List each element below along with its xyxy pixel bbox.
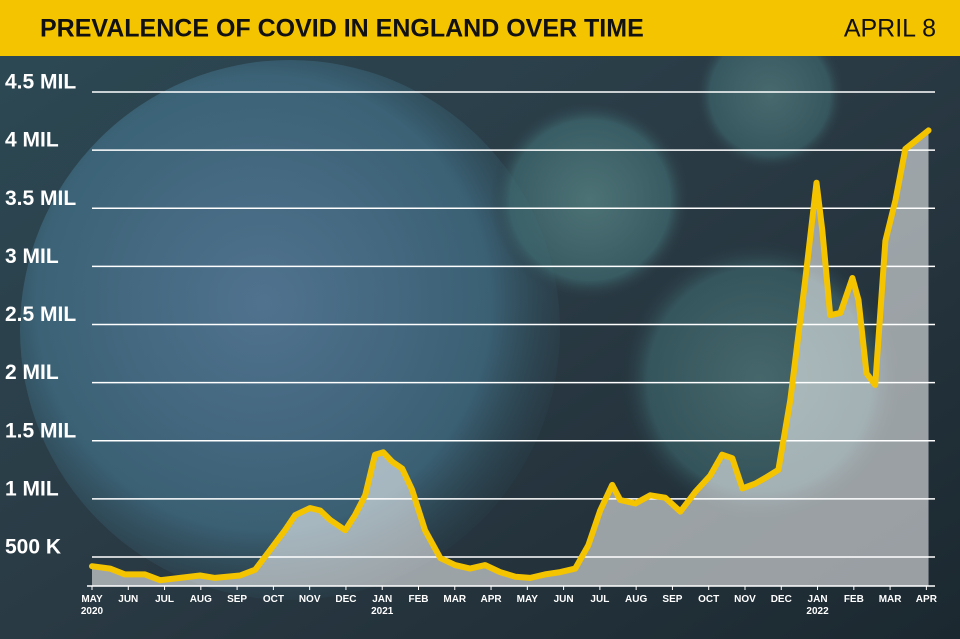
x-tick-label: MAY 2020 bbox=[81, 594, 104, 617]
y-tick-label: 2.5 MIL bbox=[5, 303, 76, 326]
x-tick-label: SEP bbox=[227, 594, 247, 605]
y-tick-label: 4 MIL bbox=[5, 129, 59, 152]
x-tick-label: JUL bbox=[590, 594, 609, 605]
area bbox=[92, 130, 929, 586]
x-tick-label: APR bbox=[916, 594, 938, 605]
y-tick-label: 500 K bbox=[5, 535, 61, 558]
line bbox=[89, 127, 932, 584]
y-tick-label: 3 MIL bbox=[5, 245, 59, 268]
x-tick-label: OCT bbox=[698, 594, 719, 605]
x-tick-label: SEP bbox=[662, 594, 682, 605]
chart-date: APRIL 8 bbox=[844, 15, 936, 43]
virus-image bbox=[490, 100, 690, 300]
virus-image bbox=[20, 60, 560, 600]
x-tick-label: FEB bbox=[844, 594, 864, 605]
x-tick-label: JUN bbox=[554, 594, 574, 605]
y-tick-label: 3.5 MIL bbox=[5, 187, 76, 210]
x-tick-label: NOV bbox=[299, 594, 321, 605]
x-tick-label: NOV bbox=[734, 594, 756, 605]
x-tick-label: JUL bbox=[155, 594, 174, 605]
x-tick-label: DEC bbox=[771, 594, 792, 605]
y-tick-label: 2 MIL bbox=[5, 361, 59, 384]
x-tick-label: MAR bbox=[879, 594, 903, 605]
x-tick-label: AUG bbox=[190, 594, 212, 605]
x-tick-label: MAY bbox=[517, 594, 539, 605]
x-tick-label: JAN 2022 bbox=[806, 594, 829, 617]
y-tick-label: 1.5 MIL bbox=[5, 419, 76, 442]
x-tick-label: JAN 2021 bbox=[371, 594, 394, 617]
virus-image bbox=[695, 20, 845, 170]
x-tick-label: JUN bbox=[118, 594, 138, 605]
chart-title: PREVALENCE OF COVID IN ENGLAND OVER TIME bbox=[40, 15, 644, 43]
y-tick-label: 1 MIL bbox=[5, 477, 59, 500]
x-tick-label: DEC bbox=[335, 594, 356, 605]
x-tick-label: OCT bbox=[263, 594, 284, 605]
x-tick-label: MAR bbox=[443, 594, 467, 605]
x-tick-label: APR bbox=[480, 594, 502, 605]
x-tick-label: AUG bbox=[625, 594, 647, 605]
x-tick-label: FEB bbox=[408, 594, 428, 605]
title-bar bbox=[0, 0, 960, 56]
y-tick-label: 4.5 MIL bbox=[5, 71, 76, 94]
